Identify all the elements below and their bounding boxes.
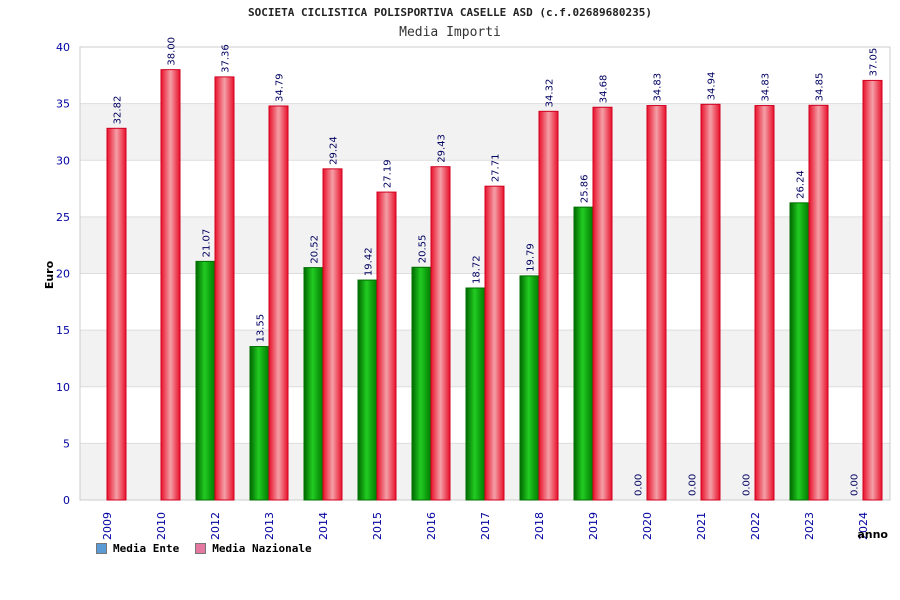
data-label-ente: 0.00 [742,474,753,496]
legend-label-ente: Media Ente [113,542,180,555]
x-tick-label: 2020 [641,512,654,540]
legend-item-nazionale: Media Nazionale [195,542,312,555]
x-tick-label: 2021 [695,512,708,540]
bar-media-nazionale [646,105,667,501]
x-tick-label: 2010 [155,512,168,540]
data-label-nazionale: 34.79 [275,73,286,102]
x-tick-label: 2023 [803,512,816,540]
bar-media-nazionale [106,127,127,501]
data-label-ente: 20.52 [310,235,321,264]
x-tick-label: 2009 [101,512,114,540]
y-axis-label: Euro [43,260,56,289]
x-tick-label: 2015 [371,512,384,540]
x-axis-label: anno [857,528,888,541]
data-label-nazionale: 32.82 [113,96,124,125]
bar-media-nazionale [808,104,829,501]
bar-media-nazionale [268,105,289,501]
y-tick-label: 30 [56,154,70,167]
data-label-nazionale: 34.32 [545,79,556,108]
data-label-ente: 0.00 [634,474,645,496]
bar-media-ente [303,267,324,501]
data-label-ente: 25.86 [580,174,591,203]
data-label-nazionale: 34.68 [599,75,610,104]
y-tick-label: 40 [56,41,70,54]
data-label-nazionale: 38.00 [167,37,178,66]
bar-media-nazionale [484,185,505,501]
data-label-nazionale: 27.71 [491,154,502,183]
bar-media-nazionale [754,105,775,501]
y-tick-label: 25 [56,211,70,224]
x-tick-label: 2018 [533,512,546,540]
data-label-ente: 20.55 [418,235,429,264]
bar-media-nazionale [538,110,559,501]
data-label-ente: 18.72 [472,255,483,284]
legend-swatch-nazionale [195,543,207,554]
chart-title: SOCIETA CICLISTICA POLISPORTIVA CASELLE … [248,6,652,19]
bar-media-nazionale [376,191,397,501]
bar-media-ente [357,279,378,501]
bar-media-nazionale [862,79,883,501]
bar-media-ente [519,275,540,501]
data-label-ente: 13.55 [256,314,267,343]
bar-media-nazionale [592,106,613,501]
bar-media-ente [195,260,216,501]
bar-media-nazionale [430,166,451,501]
x-tick-label: 2014 [317,512,330,540]
x-tick-label: 2013 [263,512,276,540]
data-label-nazionale: 29.24 [329,136,340,165]
bar-media-nazionale [214,76,235,501]
bar-media-ente [573,206,594,501]
data-label-nazionale: 34.83 [653,73,664,102]
data-label-nazionale: 37.05 [869,48,880,77]
data-label-ente: 19.42 [364,247,375,276]
data-label-ente: 21.07 [202,229,213,258]
data-label-nazionale: 29.43 [437,134,448,163]
chart-subtitle: Media Importi [399,25,501,40]
data-label-ente: 19.79 [526,243,537,272]
x-tick-label: 2019 [587,512,600,540]
x-tick-label: 2024 [857,512,870,540]
bar-media-nazionale [322,168,343,501]
data-label-ente: 0.00 [850,474,861,496]
bar-media-ente [465,287,486,501]
x-tick-label: 2017 [479,512,492,540]
x-tick-label: 2012 [209,512,222,540]
data-label-nazionale: 37.36 [221,44,232,73]
data-label-ente: 26.24 [796,170,807,199]
bar-media-ente [249,346,270,501]
data-label-ente: 0.00 [688,474,699,496]
x-tick-label: 2022 [749,512,762,540]
data-label-nazionale: 34.85 [815,73,826,102]
data-label-nazionale: 34.83 [761,73,772,102]
y-tick-label: 15 [56,324,70,337]
bar-media-nazionale [700,103,721,501]
legend-label-nazionale: Media Nazionale [212,542,312,555]
chart-legend: Media Ente Media Nazionale [96,542,312,555]
data-label-nazionale: 34.94 [707,72,718,101]
bar-media-ente [789,202,810,501]
legend-item-ente: Media Ente [96,542,179,555]
y-tick-label: 0 [63,494,70,507]
x-tick-label: 2016 [425,512,438,540]
bar-media-nazionale [160,69,181,501]
y-tick-label: 35 [56,98,70,111]
data-label-nazionale: 27.19 [383,159,394,188]
y-tick-label: 5 [63,437,70,450]
legend-swatch-ente [96,543,107,554]
bar-media-ente [411,266,432,501]
y-tick-label: 20 [56,268,70,281]
y-tick-label: 10 [56,381,70,394]
